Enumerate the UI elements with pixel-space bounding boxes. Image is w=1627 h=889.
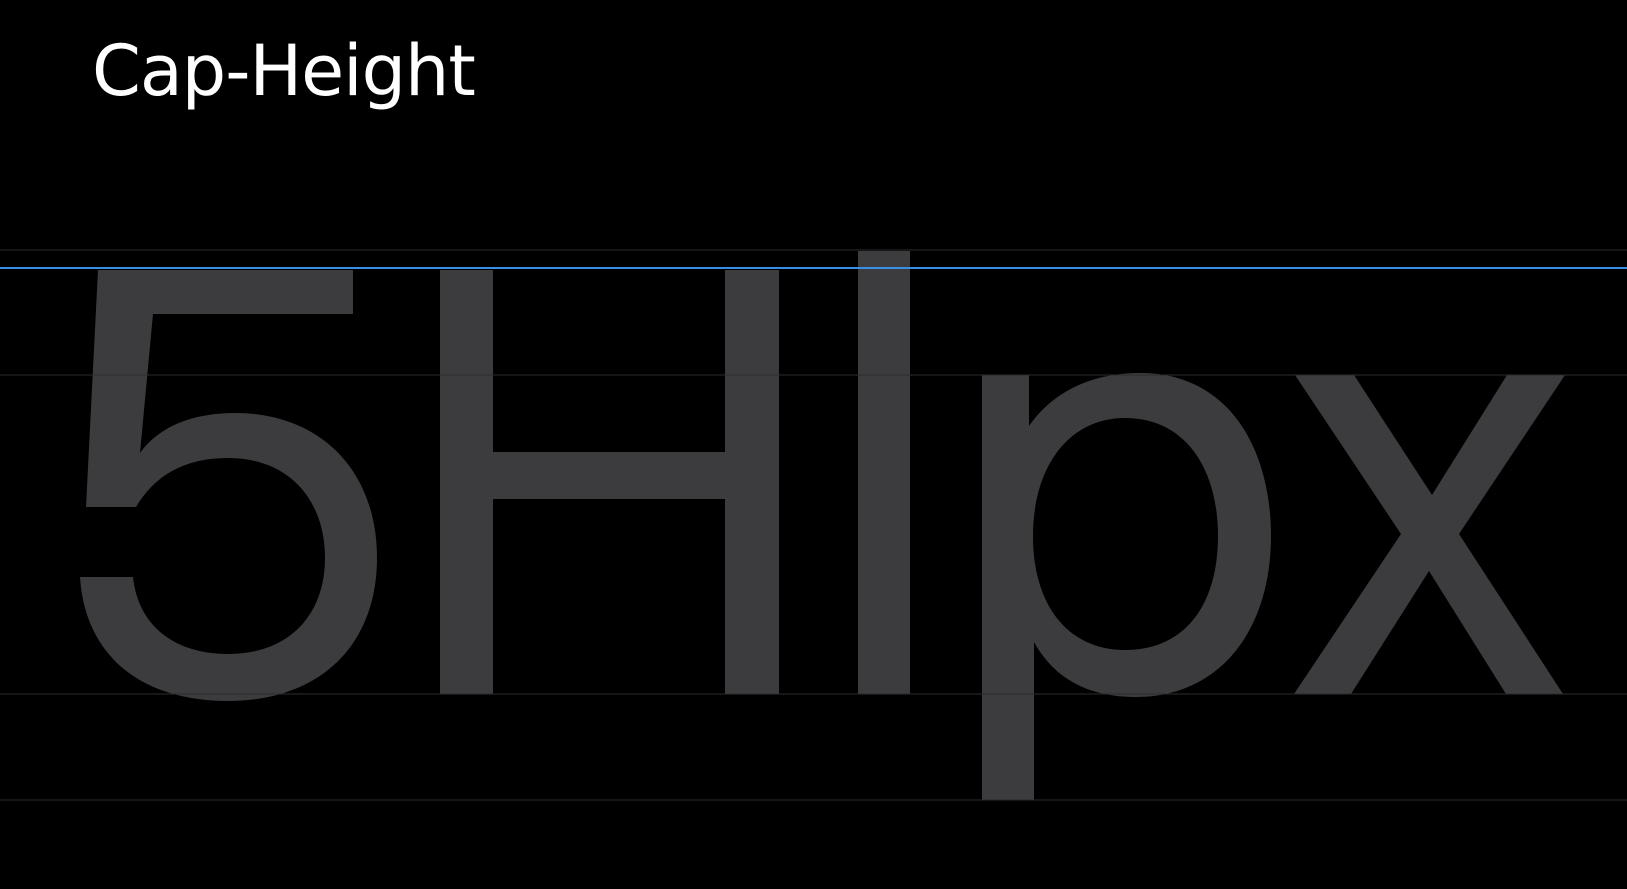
glyph-H <box>440 270 779 694</box>
glyph-5 <box>80 270 377 701</box>
glyph-x <box>1294 375 1565 694</box>
glyph-I <box>858 251 910 694</box>
specimen-glyphs <box>80 251 1565 800</box>
slide-title: Cap-Height <box>92 30 476 112</box>
glyph-p <box>982 373 1271 800</box>
metric-guides <box>0 249 1627 801</box>
